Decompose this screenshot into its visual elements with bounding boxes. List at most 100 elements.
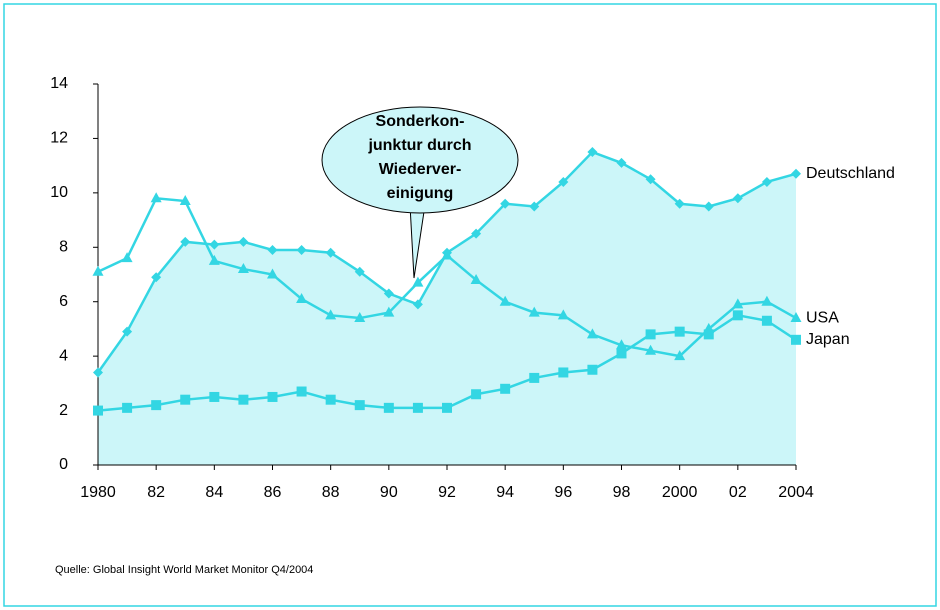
marker bbox=[325, 394, 336, 405]
marker bbox=[557, 309, 569, 320]
marker bbox=[93, 405, 103, 416]
x-tick-label: 1980 bbox=[80, 484, 116, 501]
callout bbox=[321, 106, 519, 214]
marker bbox=[325, 309, 337, 320]
marker bbox=[587, 364, 598, 375]
marker bbox=[237, 263, 249, 274]
marker bbox=[791, 334, 801, 345]
marker bbox=[703, 329, 714, 340]
marker bbox=[412, 402, 423, 413]
marker bbox=[790, 312, 802, 323]
annotation-line: junktur durch bbox=[367, 137, 471, 154]
marker bbox=[674, 198, 685, 209]
marker bbox=[296, 292, 308, 303]
marker bbox=[150, 192, 162, 203]
marker bbox=[296, 386, 307, 397]
marker bbox=[586, 328, 598, 339]
marker bbox=[383, 288, 394, 299]
marker bbox=[471, 389, 482, 400]
marker bbox=[412, 276, 424, 287]
x-tick-label: 02 bbox=[729, 484, 747, 501]
marker bbox=[791, 168, 801, 179]
x-tick-label: 92 bbox=[438, 484, 456, 501]
marker bbox=[121, 252, 133, 263]
annotation-line: Sonderkon- bbox=[376, 113, 465, 130]
marker bbox=[500, 383, 511, 394]
annotation-line: Wiederver- bbox=[379, 161, 462, 178]
marker bbox=[645, 344, 657, 355]
marker bbox=[151, 400, 162, 411]
marker bbox=[442, 402, 452, 413]
marker bbox=[470, 273, 482, 284]
y-tick-label: 12 bbox=[50, 130, 68, 147]
callout-joint bbox=[400, 200, 435, 208]
marker bbox=[180, 236, 191, 247]
marker bbox=[587, 147, 598, 158]
marker bbox=[732, 310, 743, 321]
marker bbox=[761, 295, 773, 306]
y-tick-label: 8 bbox=[59, 239, 68, 256]
marker bbox=[296, 245, 307, 256]
x-tick-label: 2004 bbox=[778, 484, 814, 501]
marker bbox=[180, 394, 191, 405]
marker bbox=[267, 391, 278, 402]
x-tick-label: 86 bbox=[264, 484, 282, 501]
marker bbox=[238, 394, 249, 405]
marker bbox=[528, 306, 540, 317]
marker bbox=[500, 198, 511, 209]
marker bbox=[122, 402, 133, 413]
marker bbox=[616, 348, 627, 359]
marker bbox=[674, 350, 686, 361]
marker bbox=[732, 193, 743, 204]
marker bbox=[616, 339, 627, 350]
series-label: Deutschland bbox=[806, 165, 895, 182]
marker bbox=[383, 402, 394, 413]
x-tick-label: 88 bbox=[322, 484, 340, 501]
marker bbox=[354, 312, 366, 323]
marker bbox=[703, 201, 714, 212]
y-tick-label: 10 bbox=[50, 184, 68, 201]
marker bbox=[238, 236, 249, 247]
y-tick-label: 6 bbox=[59, 293, 68, 310]
marker bbox=[471, 228, 482, 239]
x-tick-label: 90 bbox=[380, 484, 398, 501]
x-tick-label: 2000 bbox=[662, 484, 698, 501]
y-tick-label: 14 bbox=[50, 75, 68, 92]
source: Quelle: Global Insight World Market Moni… bbox=[55, 564, 313, 576]
marker bbox=[616, 157, 627, 168]
marker bbox=[354, 266, 365, 277]
marker bbox=[179, 195, 191, 206]
marker bbox=[208, 254, 220, 265]
y-tick-label: 2 bbox=[59, 402, 68, 419]
marker bbox=[499, 295, 511, 306]
marker bbox=[761, 315, 772, 326]
marker bbox=[674, 326, 685, 337]
x-tick-label: 84 bbox=[205, 484, 223, 501]
x-tick-label: 94 bbox=[496, 484, 514, 501]
marker bbox=[529, 201, 540, 212]
marker bbox=[558, 367, 569, 378]
marker bbox=[267, 268, 278, 279]
x-tick-label: 82 bbox=[147, 484, 165, 501]
marker bbox=[441, 249, 453, 260]
marker bbox=[732, 298, 744, 309]
area bbox=[98, 152, 796, 466]
marker bbox=[209, 391, 220, 402]
marker bbox=[761, 176, 772, 187]
x-tick-label: 96 bbox=[554, 484, 572, 501]
marker bbox=[645, 329, 656, 340]
marker bbox=[93, 367, 103, 378]
marker bbox=[529, 372, 540, 383]
marker bbox=[122, 326, 133, 337]
marker bbox=[354, 400, 365, 411]
marker bbox=[558, 176, 569, 187]
marker bbox=[645, 174, 656, 185]
x-tick-label: 98 bbox=[613, 484, 631, 501]
marker bbox=[151, 272, 162, 283]
annotation: Sonderkon-junktur durch Wiederver-einigun… bbox=[367, 113, 471, 202]
series-label: Japan bbox=[806, 331, 850, 348]
annotation-line: einigung bbox=[387, 185, 454, 202]
marker bbox=[267, 245, 278, 256]
y-tick-label: 0 bbox=[59, 456, 68, 473]
